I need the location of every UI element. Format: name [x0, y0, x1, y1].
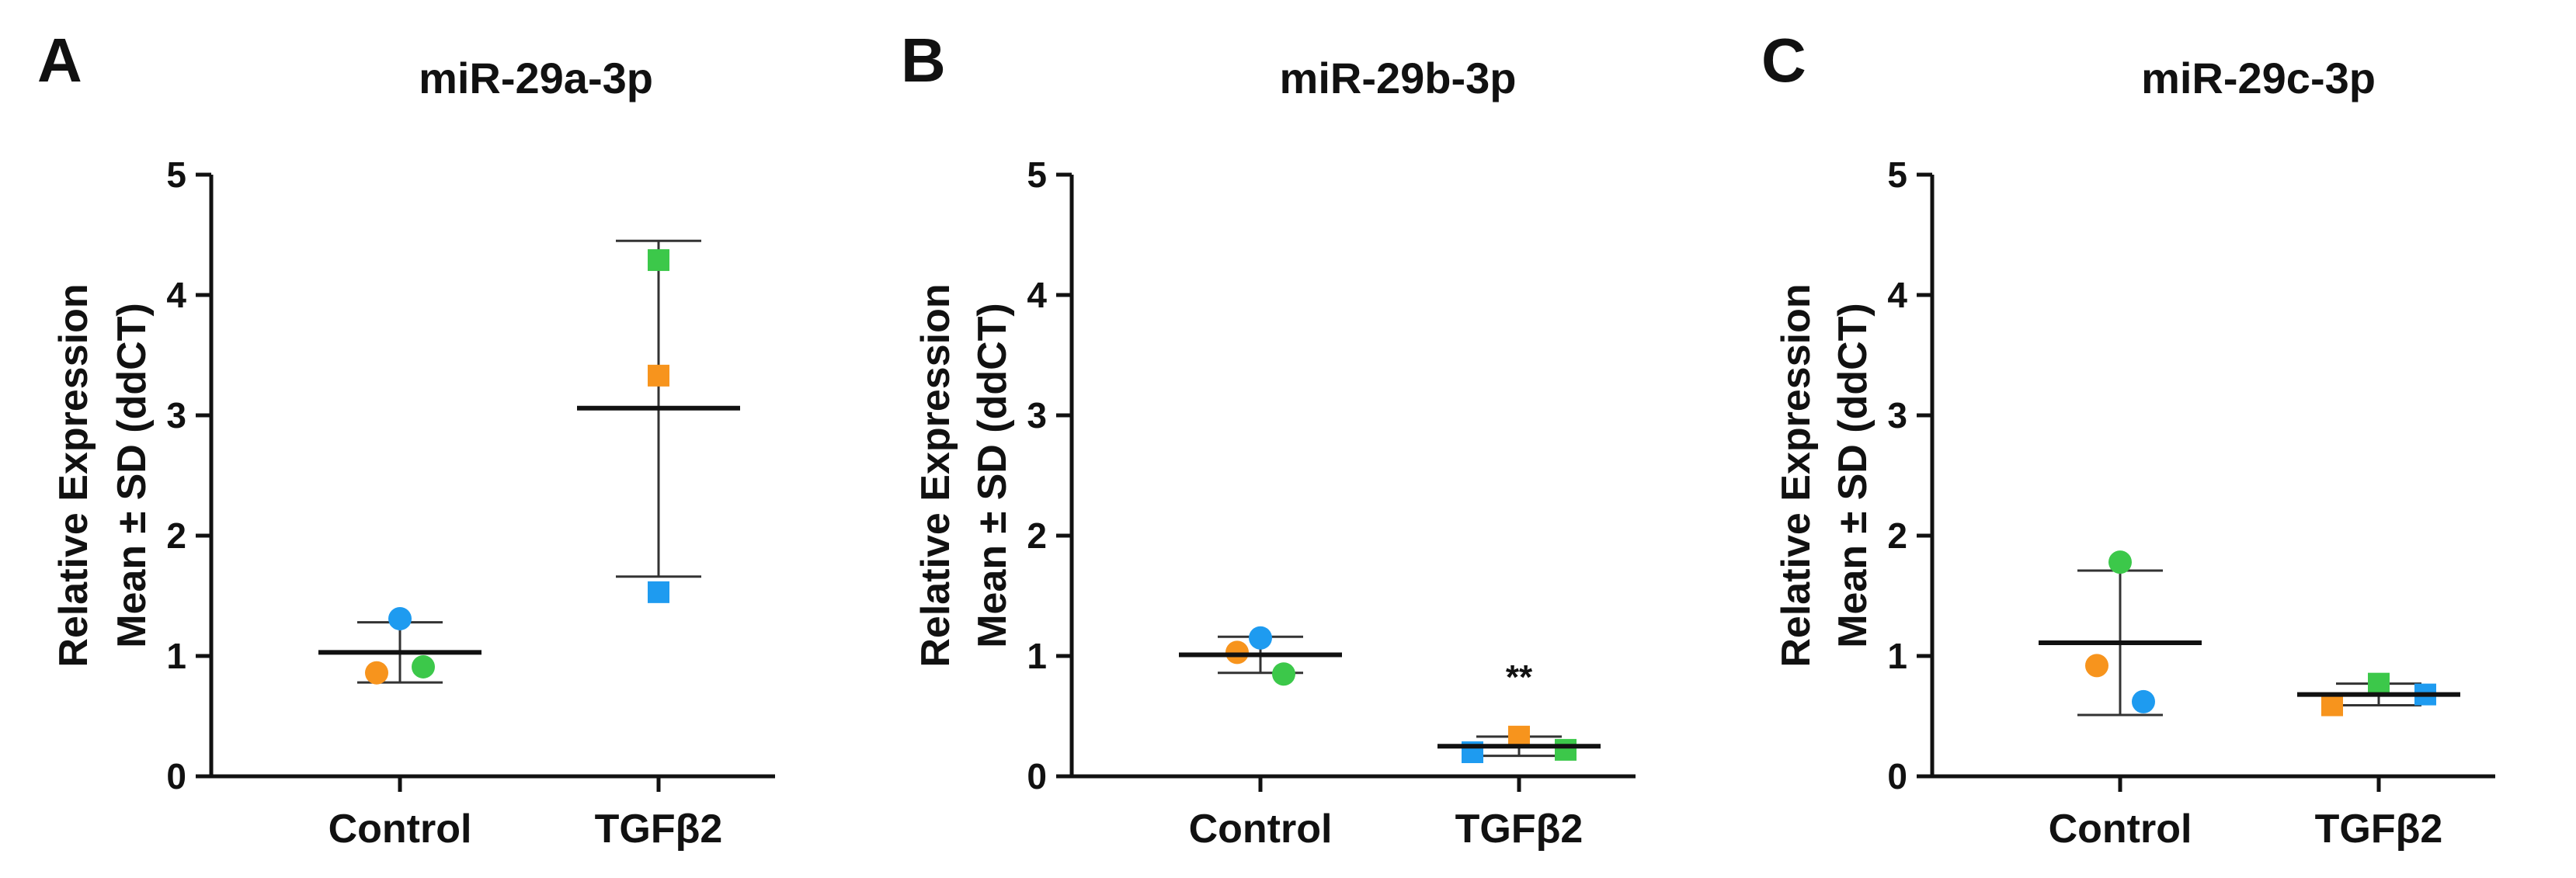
data-point-circle [1249, 626, 1272, 650]
x-category-label: Control [1189, 807, 1333, 852]
y-tick-label: 5 [1887, 154, 1907, 195]
data-point-circle [412, 654, 435, 678]
data-point-circle [2132, 689, 2155, 713]
y-tick-label: 3 [1027, 395, 1047, 436]
panel-letter: C [1761, 26, 1806, 95]
x-category-label: Control [329, 807, 472, 852]
y-tick-label: 2 [166, 515, 186, 556]
y-tick-label: 4 [1027, 275, 1047, 315]
y-axis-label-line2: Mean ± SD (ddCT) [110, 303, 155, 648]
data-point-square [1508, 725, 1530, 748]
x-category-label: TGFβ2 [1455, 807, 1583, 852]
y-tick-label: 3 [166, 395, 186, 436]
y-tick-label: 2 [1027, 515, 1047, 556]
y-tick-label: 0 [1887, 756, 1907, 796]
data-point-square [1555, 738, 1577, 761]
data-point-circle [2108, 550, 2132, 574]
chart-title: miR-29c-3p [2141, 54, 2376, 102]
data-point-circle [2085, 654, 2108, 678]
y-tick-label: 5 [166, 154, 186, 195]
y-tick-label: 3 [1887, 395, 1907, 436]
y-axis-label-line2: Mean ± SD (ddCT) [970, 303, 1015, 648]
y-tick-label: 0 [1027, 756, 1047, 796]
y-axis-label-line2: Mean ± SD (ddCT) [1830, 303, 1876, 648]
significance-label: ** [1506, 658, 1533, 696]
y-tick-label: 0 [166, 756, 186, 796]
y-tick-label: 5 [1027, 154, 1047, 195]
x-category-label: TGFβ2 [595, 807, 723, 852]
data-point-circle [1272, 662, 1295, 686]
data-point-circle [365, 661, 388, 685]
y-tick-label: 1 [1027, 636, 1047, 676]
data-point-circle [388, 606, 412, 630]
data-point-square [648, 249, 669, 272]
y-tick-label: 4 [166, 275, 186, 315]
y-axis-label-line1: Relative Expression [51, 283, 96, 667]
data-point-square [2321, 694, 2343, 717]
y-tick-label: 4 [1887, 275, 1907, 315]
data-point-square [648, 581, 669, 603]
panel-letter: A [37, 26, 82, 95]
y-axis-label-line1: Relative Expression [1774, 283, 1819, 667]
chart-title: miR-29a-3p [419, 54, 653, 102]
data-point-square [648, 364, 669, 387]
panel-letter: B [901, 26, 946, 95]
data-point-square [2368, 672, 2390, 695]
chart-title: miR-29b-3p [1280, 54, 1517, 102]
y-tick-label: 1 [1887, 636, 1907, 676]
x-category-label: Control [2049, 807, 2192, 852]
y-tick-label: 2 [1887, 515, 1907, 556]
y-axis-label-line1: Relative Expression [913, 283, 958, 667]
data-point-circle [1225, 640, 1249, 665]
y-tick-label: 1 [166, 636, 186, 676]
x-category-label: TGFβ2 [2315, 807, 2443, 852]
